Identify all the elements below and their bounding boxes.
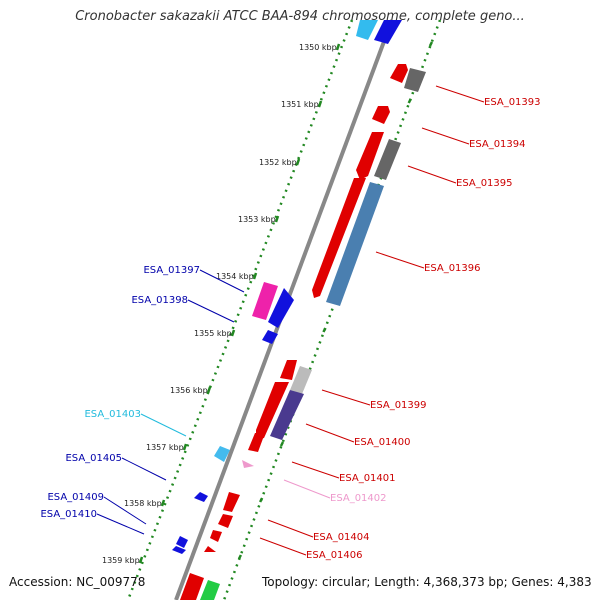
label-leader-line	[103, 496, 147, 525]
gene-label[interactable]: ESA_01405	[65, 453, 122, 464]
gene-label[interactable]: ESA_01404	[313, 532, 370, 543]
gene-esa-01399[interactable]	[280, 360, 297, 380]
tick-label: 1354 kbp	[216, 272, 254, 281]
tick-mark-outer	[237, 554, 243, 560]
topology-text: Topology: circular; Length: 4,368,373 bp…	[262, 575, 592, 589]
tick-label: 1357 kbp	[146, 443, 184, 452]
tick-mark-outer	[279, 441, 285, 447]
gene-esa-01398[interactable]	[268, 288, 294, 328]
gene-grey-01395[interactable]	[374, 139, 401, 180]
tick-label: 1351 kbp	[281, 100, 319, 109]
tick-ring-right	[222, 19, 442, 600]
gene-label[interactable]: ESA_01396	[424, 263, 481, 274]
gene-esa-01405-fwd[interactable]	[210, 530, 222, 542]
gene-esa-01395[interactable]	[356, 132, 384, 180]
label-leader-line	[96, 513, 145, 535]
tick-mark	[230, 329, 236, 337]
label-leader-line	[140, 413, 187, 437]
label-leader-line	[283, 479, 331, 499]
gene-label[interactable]: ESA_01398	[131, 295, 188, 306]
tick-mark	[138, 556, 144, 564]
label-leader-line	[375, 251, 425, 269]
gene-label[interactable]: ESA_01394	[469, 139, 526, 150]
tick-label: 1355 kbp	[194, 329, 232, 338]
label-leader-line	[121, 457, 167, 481]
gene-esa-01410[interactable]	[172, 546, 186, 554]
gene-esa-01396[interactable]	[312, 178, 366, 298]
gene-top-cyan[interactable]	[356, 20, 378, 40]
label-leader-line	[199, 269, 245, 293]
gene-esa-01402[interactable]	[242, 460, 254, 468]
gene-label[interactable]: ESA_01406	[306, 550, 363, 561]
accession-text: Accession: NC_009778	[9, 575, 146, 589]
gene-lightgrey-01399[interactable]	[290, 366, 312, 394]
gene-esa-01393[interactable]	[390, 64, 408, 83]
gene-label[interactable]: ESA_01402	[330, 493, 387, 504]
tick-mark	[206, 386, 212, 394]
gene-esa-01397[interactable]	[252, 282, 278, 320]
gene-esa-01403[interactable]	[214, 446, 230, 462]
label-leader-line	[321, 389, 371, 406]
label-leader-line	[421, 127, 470, 145]
gene-label[interactable]: ESA_01400	[354, 437, 411, 448]
gene-esa-01409[interactable]	[176, 536, 188, 548]
tick-label: 1350 kbp	[299, 43, 337, 52]
gene-esa-01398b[interactable]	[262, 330, 278, 344]
label-leader-line	[407, 165, 457, 184]
gene-label[interactable]: ESA_01401	[339, 473, 396, 484]
label-leader-line	[291, 461, 340, 479]
gene-label[interactable]: ESA_01397	[143, 265, 200, 276]
tick-mark	[252, 272, 258, 280]
gene-esa-01405[interactable]	[194, 492, 208, 502]
tick-label: 1358 kbp	[124, 499, 162, 508]
tick-ring-left	[126, 19, 354, 600]
gene-label[interactable]: ESA_01393	[484, 97, 541, 108]
reverse-genes	[172, 20, 402, 554]
label-leader-line	[259, 537, 307, 556]
forward-genes	[180, 64, 408, 600]
tick-mark-outer	[428, 41, 434, 47]
tick-mark	[182, 443, 188, 451]
gene-grey-01393[interactable]	[404, 68, 426, 92]
tick-label: 1352 kbp	[259, 158, 297, 167]
tick-label: 1359 kbp	[102, 556, 140, 565]
tick-mark-outer	[407, 98, 412, 104]
secondary-genes	[200, 68, 426, 600]
gene-label[interactable]: ESA_01409	[47, 492, 104, 503]
gene-top-blue[interactable]	[374, 20, 402, 44]
label-leader-line	[267, 519, 314, 538]
tick-mark	[160, 499, 166, 507]
gene-esa-01394[interactable]	[372, 106, 390, 124]
gene-esa-01400[interactable]	[256, 382, 289, 440]
gene-esa-01401[interactable]	[248, 433, 265, 452]
gene-esa-01406[interactable]	[204, 546, 216, 552]
gene-green-bottom[interactable]	[200, 580, 220, 600]
tick-mark-outer	[322, 327, 327, 333]
gene-label[interactable]: ESA_01399	[370, 400, 427, 411]
tick-mark-outer	[259, 497, 264, 503]
label-leader-line	[305, 423, 355, 443]
tick-mark	[295, 158, 301, 166]
gene-steel-01396[interactable]	[326, 182, 384, 306]
gene-label[interactable]: ESA_01403	[84, 409, 141, 420]
tick-label: 1356 kbp	[170, 386, 208, 395]
map-title: Cronobacter sakazakii ATCC BAA-894 chrom…	[75, 9, 525, 24]
gene-bottom-red[interactable]	[180, 573, 204, 600]
gene-esa-01404[interactable]	[223, 492, 240, 512]
label-leader-line	[187, 299, 235, 323]
gene-label[interactable]: ESA_01395	[456, 178, 513, 189]
gene-label[interactable]: ESA_01410	[40, 509, 97, 520]
tick-mark	[317, 100, 323, 108]
gene-esa-01404b[interactable]	[218, 514, 233, 528]
tick-mark	[335, 43, 341, 51]
label-leader-line	[435, 85, 485, 103]
gene-navy-01400[interactable]	[270, 390, 304, 440]
tick-label: 1353 kbp	[238, 215, 276, 224]
tick-mark	[274, 215, 280, 223]
